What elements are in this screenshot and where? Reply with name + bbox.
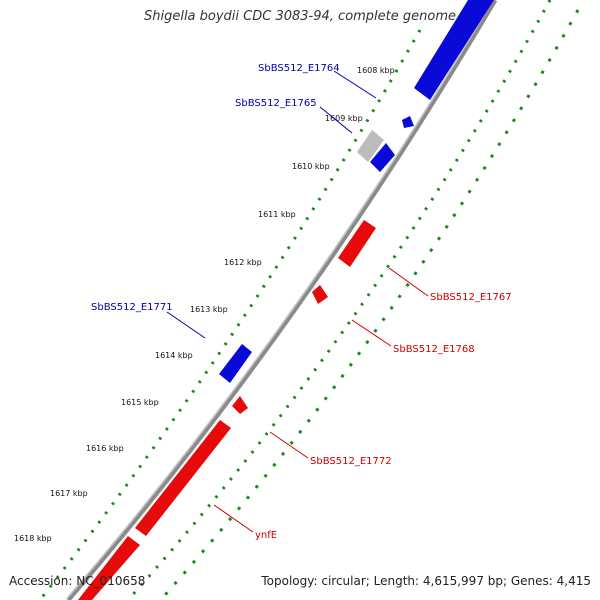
topology-summary: Topology: circular; Length: 4,615,997 bp… — [261, 574, 591, 588]
tick-label: 1614 kbp — [155, 351, 193, 360]
gene-red-e1772 — [232, 396, 248, 414]
gene-red-e1767 — [338, 220, 376, 267]
tick-label: 1611 kbp — [258, 210, 296, 219]
leader-ynfe — [213, 504, 254, 533]
leader-e1767 — [388, 267, 429, 297]
outer-dotted-ring — [38, 29, 422, 600]
gene-label-e1765[interactable]: SbBS512_E1765 — [235, 98, 317, 109]
gene-blue-top-arrow — [452, 22, 472, 44]
gene-label-ynfe[interactable]: ynfE — [255, 530, 277, 541]
gene-red-e1768 — [312, 285, 328, 304]
gene-red-bottom — [78, 536, 140, 600]
inner-dotted-ring-2 — [163, 9, 580, 596]
leader-e1772 — [269, 431, 309, 459]
gene-red-ynfe — [135, 420, 231, 536]
leader-e1765 — [319, 106, 353, 134]
tick-label: 1613 kbp — [190, 305, 228, 314]
gene-blue-e1771 — [219, 344, 252, 383]
tick-label: 1616 kbp — [86, 444, 124, 453]
tick-label: 1610 kbp — [292, 162, 330, 171]
tick-label: 1617 kbp — [50, 489, 88, 498]
genome-backbone — [66, 0, 498, 600]
leader-e1768 — [351, 319, 392, 347]
gene-pseudo-grey — [357, 130, 384, 162]
map-title: Shigella boydii CDC 3083-94, complete ge… — [143, 9, 457, 24]
accession-text: Accession: NC_010658 — [9, 574, 146, 588]
leader-e1771 — [166, 311, 206, 339]
tick-label: 1609 kbp — [325, 114, 363, 123]
gene-blue-e1765 — [370, 143, 395, 172]
tick-label: 1618 kbp — [14, 534, 52, 543]
gene-label-e1768[interactable]: SbBS512_E1768 — [393, 344, 475, 355]
tick-label: 1608 kbp — [357, 66, 395, 75]
tick-label: 1612 kbp — [224, 258, 262, 267]
gene-label-e1771[interactable]: SbBS512_E1771 — [91, 302, 173, 313]
gene-label-e1767[interactable]: SbBS512_E1767 — [430, 292, 512, 303]
genome-backbone-highlight — [65, 0, 494, 600]
gene-label-e1764[interactable]: SbBS512_E1764 — [258, 63, 340, 74]
leader-e1764 — [333, 70, 377, 99]
tick-label: 1615 kbp — [121, 398, 159, 407]
gene-blue-small — [402, 116, 414, 128]
gene-label-e1772[interactable]: SbBS512_E1772 — [310, 456, 392, 467]
gene-blue-top — [414, 0, 494, 100]
